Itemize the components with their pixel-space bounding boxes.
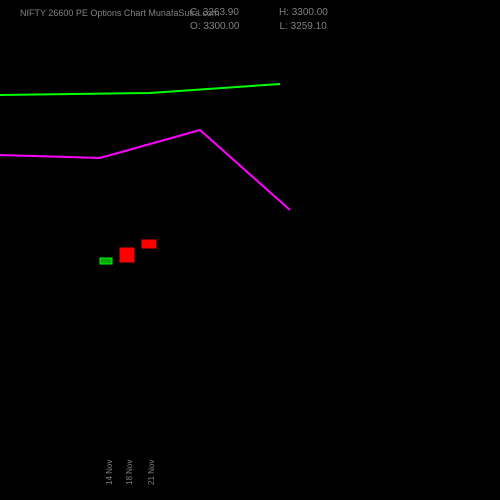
low-value: L: 3259.10 xyxy=(280,20,327,34)
high-value: H: 3300.00 xyxy=(279,6,328,20)
x-axis-label: 18 Nov xyxy=(125,460,134,485)
candle xyxy=(100,258,112,264)
chart-area xyxy=(0,40,500,440)
candle xyxy=(142,240,156,248)
chart-svg xyxy=(0,40,500,440)
ohlc-panel: C: 3263.90 H: 3300.00 O: 3300.00 L: 3259… xyxy=(190,6,328,34)
open-value: O: 3300.00 xyxy=(190,20,240,34)
x-axis-label: 14 Nov xyxy=(105,460,114,485)
bollinger-lower-line xyxy=(0,130,290,210)
bollinger-upper-line xyxy=(0,84,280,95)
candle xyxy=(120,248,134,262)
close-value: C: 3263.90 xyxy=(190,6,239,20)
x-axis-label: 21 Nov xyxy=(147,460,156,485)
x-axis-labels: 14 Nov 18 Nov 21 Nov xyxy=(0,450,300,490)
candlesticks xyxy=(100,240,156,264)
